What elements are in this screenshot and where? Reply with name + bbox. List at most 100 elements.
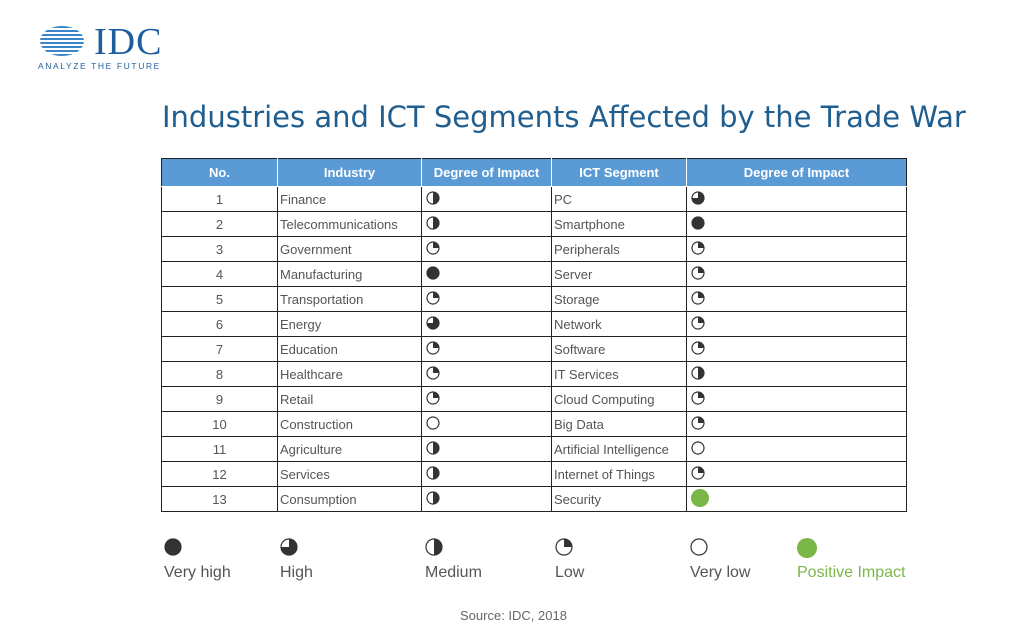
- industry-impact-cell: [421, 311, 552, 337]
- page-title: Industries and ICT Segments Affected by …: [162, 100, 966, 134]
- medium-impact-icon: [426, 190, 440, 208]
- industry-name: Finance: [277, 186, 422, 212]
- table-row: 7 Education Software: [161, 336, 907, 362]
- row-number: 11: [161, 436, 278, 462]
- table-row: 4 Manufacturing Server: [161, 261, 907, 287]
- table-row: 10 Construction Big Data: [161, 411, 907, 437]
- low-impact-icon: [691, 465, 705, 483]
- header-industry: Industry: [277, 158, 422, 187]
- legend-label: Medium: [425, 564, 482, 581]
- segment-impact-cell: [686, 186, 907, 212]
- industry-impact-cell: [421, 186, 552, 212]
- industry-name: Energy: [277, 311, 422, 337]
- very-low-legend-icon: [690, 538, 708, 556]
- row-number: 10: [161, 411, 278, 437]
- legend-label: Low: [555, 564, 585, 581]
- table-row: 8 Healthcare IT Services: [161, 361, 907, 387]
- industry-name: Healthcare: [277, 361, 422, 387]
- impact-table: No. Industry Degree of Impact ICT Segmen…: [161, 158, 907, 512]
- industry-impact-cell: [421, 411, 552, 437]
- high-legend-icon: [280, 538, 298, 556]
- segment-name: Internet of Things: [551, 461, 687, 487]
- logo-brand: IDC: [94, 21, 163, 63]
- segment-impact-cell: [686, 486, 907, 512]
- industry-impact-cell: [421, 436, 552, 462]
- segment-name: Security: [551, 486, 687, 512]
- row-number: 9: [161, 386, 278, 412]
- low-impact-icon: [426, 390, 440, 408]
- segment-name: Storage: [551, 286, 687, 312]
- very-high-impact-icon: [691, 215, 705, 233]
- segment-impact-cell: [686, 261, 907, 287]
- industry-impact-cell: [421, 336, 552, 362]
- very-low-impact-icon: [426, 415, 440, 433]
- industry-name: Manufacturing: [277, 261, 422, 287]
- industry-name: Services: [277, 461, 422, 487]
- row-number: 2: [161, 211, 278, 237]
- table-row: 13 Consumption Security: [161, 486, 907, 512]
- table-row: 2 Telecommunications Smartphone: [161, 211, 907, 237]
- segment-name: Server: [551, 261, 687, 287]
- table-row: 3 Government Peripherals: [161, 236, 907, 262]
- industry-impact-cell: [421, 461, 552, 487]
- industry-impact-cell: [421, 286, 552, 312]
- header-ict-segment: ICT Segment: [551, 158, 687, 187]
- low-impact-icon: [691, 265, 705, 283]
- segment-impact-cell: [686, 286, 907, 312]
- medium-impact-icon: [426, 490, 440, 508]
- positive-impact-icon: [691, 488, 709, 510]
- low-impact-icon: [691, 240, 705, 258]
- segment-name: Big Data: [551, 411, 687, 437]
- industry-name: Education: [277, 336, 422, 362]
- segment-name: Network: [551, 311, 687, 337]
- segment-name: Cloud Computing: [551, 386, 687, 412]
- legend-label: Very low: [690, 564, 751, 581]
- segment-impact-cell: [686, 461, 907, 487]
- header-segment-impact: Degree of Impact: [686, 158, 907, 187]
- positive-legend-icon: [797, 538, 817, 558]
- table-row: 9 Retail Cloud Computing: [161, 386, 907, 412]
- very-high-legend-icon: [164, 538, 182, 556]
- segment-impact-cell: [686, 236, 907, 262]
- low-impact-icon: [691, 390, 705, 408]
- row-number: 13: [161, 486, 278, 512]
- low-impact-icon: [691, 315, 705, 333]
- source-note: Source: IDC, 2018: [460, 608, 567, 623]
- row-number: 4: [161, 261, 278, 287]
- low-impact-icon: [691, 415, 705, 433]
- legend-label: Positive Impact: [797, 564, 906, 581]
- segment-impact-cell: [686, 311, 907, 337]
- logo-tagline: ANALYZE THE FUTURE: [38, 61, 161, 71]
- industry-name: Telecommunications: [277, 211, 422, 237]
- industry-name: Consumption: [277, 486, 422, 512]
- row-number: 3: [161, 236, 278, 262]
- segment-name: Peripherals: [551, 236, 687, 262]
- low-impact-icon: [691, 290, 705, 308]
- table-row: 12 Services Internet of Things: [161, 461, 907, 487]
- industry-impact-cell: [421, 211, 552, 237]
- low-impact-icon: [426, 340, 440, 358]
- segment-impact-cell: [686, 411, 907, 437]
- row-number: 8: [161, 361, 278, 387]
- legend-label: High: [280, 564, 313, 581]
- industry-name: Retail: [277, 386, 422, 412]
- very-low-impact-icon: [691, 440, 705, 458]
- row-number: 12: [161, 461, 278, 487]
- table-header-row: No. Industry Degree of Impact ICT Segmen…: [161, 158, 907, 187]
- industry-name: Transportation: [277, 286, 422, 312]
- industry-name: Government: [277, 236, 422, 262]
- row-number: 5: [161, 286, 278, 312]
- high-impact-icon: [691, 190, 705, 208]
- industry-impact-cell: [421, 236, 552, 262]
- medium-impact-icon: [691, 365, 705, 383]
- low-impact-icon: [426, 290, 440, 308]
- globe-logo-icon: [40, 26, 84, 56]
- row-number: 1: [161, 186, 278, 212]
- row-number: 7: [161, 336, 278, 362]
- segment-name: Artificial Intelligence: [551, 436, 687, 462]
- segment-name: Smartphone: [551, 211, 687, 237]
- industry-impact-cell: [421, 261, 552, 287]
- industry-impact-cell: [421, 361, 552, 387]
- high-impact-icon: [426, 315, 440, 333]
- segment-name: PC: [551, 186, 687, 212]
